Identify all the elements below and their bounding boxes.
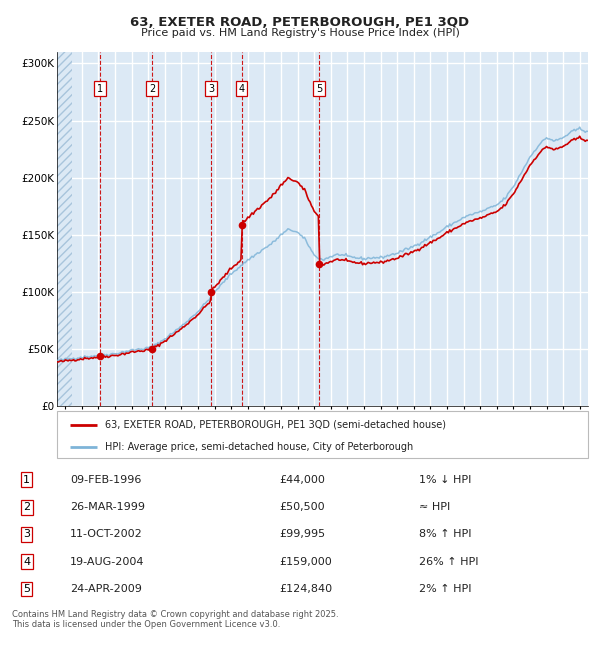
Text: 4: 4 <box>239 84 245 94</box>
Text: £44,000: £44,000 <box>280 474 326 485</box>
Text: 2% ↑ HPI: 2% ↑ HPI <box>419 584 472 594</box>
Text: 5: 5 <box>316 84 322 94</box>
Text: 4: 4 <box>23 556 30 567</box>
Text: 63, EXETER ROAD, PETERBOROUGH, PE1 3QD (semi-detached house): 63, EXETER ROAD, PETERBOROUGH, PE1 3QD (… <box>105 419 446 430</box>
Text: 24-APR-2009: 24-APR-2009 <box>70 584 142 594</box>
Text: 63, EXETER ROAD, PETERBOROUGH, PE1 3QD: 63, EXETER ROAD, PETERBOROUGH, PE1 3QD <box>130 16 470 29</box>
Text: £50,500: £50,500 <box>280 502 325 512</box>
FancyBboxPatch shape <box>57 411 588 458</box>
Text: £124,840: £124,840 <box>280 584 333 594</box>
Text: £99,995: £99,995 <box>280 529 326 539</box>
Text: £159,000: £159,000 <box>280 556 332 567</box>
Text: 3: 3 <box>208 84 214 94</box>
Text: Contains HM Land Registry data © Crown copyright and database right 2025.
This d: Contains HM Land Registry data © Crown c… <box>12 610 338 629</box>
Text: 1: 1 <box>23 474 30 485</box>
Text: 1% ↓ HPI: 1% ↓ HPI <box>419 474 472 485</box>
Text: 26-MAR-1999: 26-MAR-1999 <box>70 502 145 512</box>
Text: ≈ HPI: ≈ HPI <box>419 502 451 512</box>
Text: 3: 3 <box>23 529 30 539</box>
Text: 2: 2 <box>23 502 30 512</box>
Text: 2: 2 <box>149 84 155 94</box>
Text: 8% ↑ HPI: 8% ↑ HPI <box>419 529 472 539</box>
Text: Price paid vs. HM Land Registry's House Price Index (HPI): Price paid vs. HM Land Registry's House … <box>140 28 460 38</box>
Bar <box>57 52 72 406</box>
Text: 5: 5 <box>23 584 30 594</box>
Text: 19-AUG-2004: 19-AUG-2004 <box>70 556 145 567</box>
Text: 26% ↑ HPI: 26% ↑ HPI <box>419 556 479 567</box>
Text: HPI: Average price, semi-detached house, City of Peterborough: HPI: Average price, semi-detached house,… <box>105 441 413 452</box>
Text: 1: 1 <box>97 84 103 94</box>
Text: 11-OCT-2002: 11-OCT-2002 <box>70 529 143 539</box>
Text: 09-FEB-1996: 09-FEB-1996 <box>70 474 142 485</box>
